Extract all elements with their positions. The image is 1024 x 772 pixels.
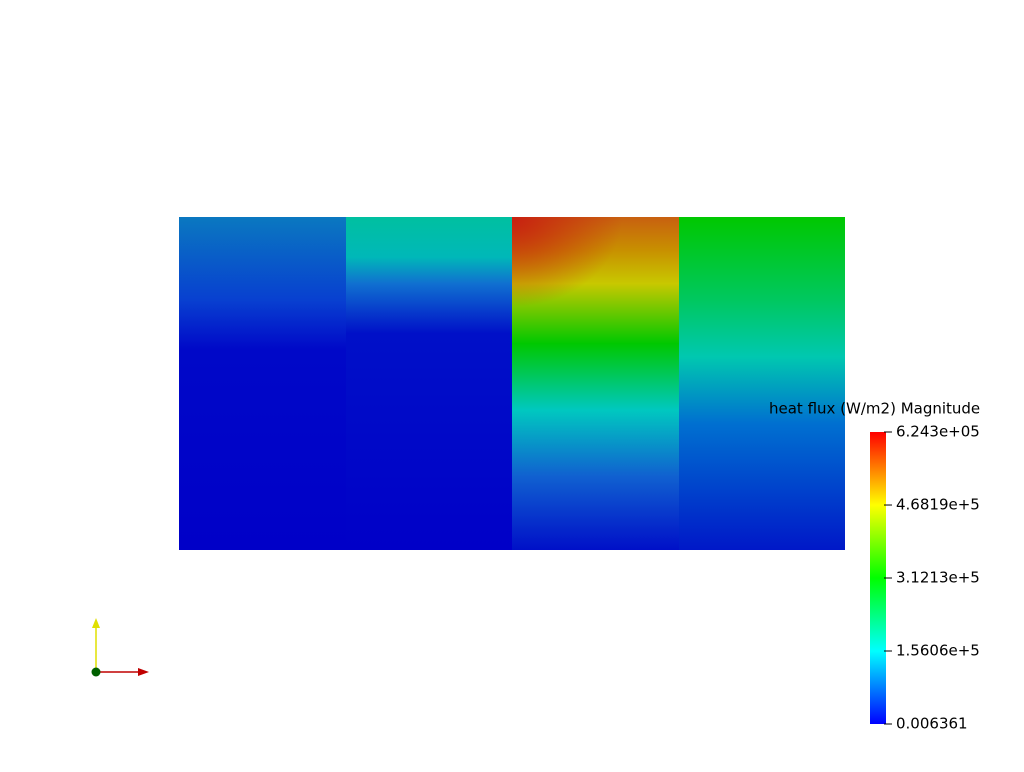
tick-label: 4.6819e+5 (896, 496, 980, 514)
colorbar (870, 432, 886, 724)
tick-label: 6.243e+05 (896, 423, 980, 441)
tick-label: 1.5606e+5 (896, 642, 980, 660)
axes-glyph (91, 618, 149, 677)
tick-label: 0.006361 (896, 715, 968, 733)
colorbar-title: heat flux (W/m2) Magnitude (769, 400, 980, 418)
tick-label: 3.1213e+5 (896, 569, 980, 587)
field-plot (179, 217, 845, 550)
